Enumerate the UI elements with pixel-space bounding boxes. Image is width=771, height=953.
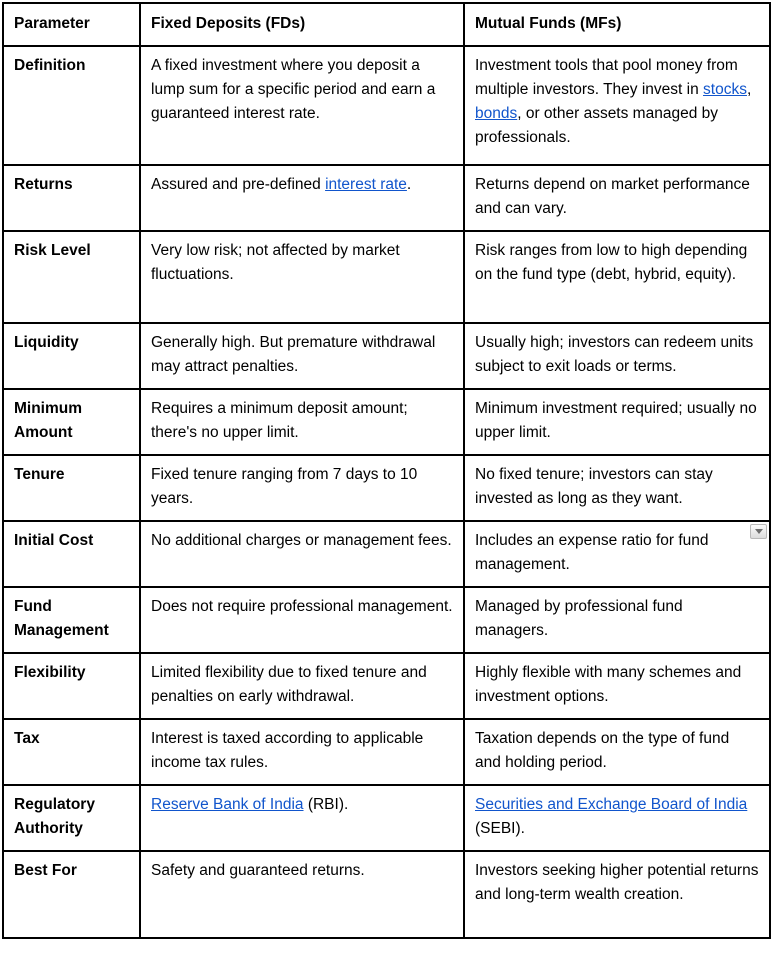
mf-cell-tenure: No fixed tenure; investors can stay inve… xyxy=(463,454,771,522)
cell-text: Investment tools that pool money from mu… xyxy=(475,57,738,98)
cell-text: , or other assets managed by professiona… xyxy=(475,105,718,146)
link-bonds[interactable]: bonds xyxy=(475,105,518,122)
cell-text: Risk ranges from low to high depending o… xyxy=(475,242,748,283)
mf-cell-flexibility: Highly flexible with many schemes and in… xyxy=(463,652,771,720)
table-row-tax: Tax Interest is taxed according to applic… xyxy=(2,718,771,786)
parameter-cell-initial-cost: Initial Cost xyxy=(2,520,141,588)
fd-cell-tenure: Fixed tenure ranging from 7 days to 10 y… xyxy=(139,454,465,522)
mf-cell-risk-level: Risk ranges from low to high depending o… xyxy=(463,230,771,324)
cell-text: A fixed investment where you deposit a l… xyxy=(151,57,436,122)
parameter-cell-fund-management: Fund Management xyxy=(2,586,141,654)
parameter-cell-flexibility: Flexibility xyxy=(2,652,141,720)
cell-text: Minimum investment required; usually no … xyxy=(475,400,757,441)
parameter-cell-best-for: Best For xyxy=(2,850,141,939)
link-interest-rate[interactable]: interest rate xyxy=(325,176,407,193)
fd-cell-liquidity: Generally high. But premature withdrawal… xyxy=(139,322,465,390)
table-row-returns: Returns Assured and pre-defined interest … xyxy=(2,164,771,232)
table-row-initial-cost: Initial Cost No additional charges or man… xyxy=(2,520,771,588)
table-row-liquidity: Liquidity Generally high. But premature w… xyxy=(2,322,771,390)
cell-text: Very low risk; not affected by market fl… xyxy=(151,242,400,283)
table-body: Definition A fixed investment where you d… xyxy=(2,45,771,939)
fd-cell-minimum-amount: Requires a minimum deposit amount; there… xyxy=(139,388,465,456)
parameter-cell-minimum-amount: Minimum Amount xyxy=(2,388,141,456)
fd-cell-flexibility: Limited flexibility due to fixed tenure … xyxy=(139,652,465,720)
cell-text: Managed by professional fund managers. xyxy=(475,598,683,639)
table-row-regulatory-authority: Regulatory Authority Reserve Bank of Indi… xyxy=(2,784,771,852)
cell-text: No additional charges or management fees… xyxy=(151,532,452,549)
mf-cell-initial-cost: Includes an expense ratio for fund manag… xyxy=(463,520,771,588)
parameter-cell-tenure: Tenure xyxy=(2,454,141,522)
link-reserve-bank-of-india[interactable]: Reserve Bank of India xyxy=(151,796,304,813)
fd-cell-risk-level: Very low risk; not affected by market fl… xyxy=(139,230,465,324)
fd-cell-tax: Interest is taxed according to applicabl… xyxy=(139,718,465,786)
cell-text: No fixed tenure; investors can stay inve… xyxy=(475,466,713,507)
parameter-cell-tax: Tax xyxy=(2,718,141,786)
table-row-risk-level: Risk Level Very low risk; not affected by… xyxy=(2,230,771,324)
parameter-cell-risk-level: Risk Level xyxy=(2,230,141,324)
fd-cell-best-for: Safety and guaranteed returns. xyxy=(139,850,465,939)
cell-text: Usually high; investors can redeem units… xyxy=(475,334,754,375)
cell-text: Limited flexibility due to fixed tenure … xyxy=(151,664,427,705)
table-row-fund-management: Fund Management Does not require professi… xyxy=(2,586,771,654)
header-fixed-deposits: Fixed Deposits (FDs) xyxy=(139,2,465,47)
parameter-cell-returns: Returns xyxy=(2,164,141,232)
fd-cell-fund-management: Does not require professional management… xyxy=(139,586,465,654)
fd-cell-regulatory-authority: Reserve Bank of India (RBI). xyxy=(139,784,465,852)
fd-cell-definition: A fixed investment where you deposit a l… xyxy=(139,45,465,166)
mf-cell-liquidity: Usually high; investors can redeem units… xyxy=(463,322,771,390)
fd-cell-initial-cost: No additional charges or management fees… xyxy=(139,520,465,588)
mf-cell-best-for: Investors seeking higher potential retur… xyxy=(463,850,771,939)
cell-text: Taxation depends on the type of fund and… xyxy=(475,730,730,771)
table-header-row: Parameter Fixed Deposits (FDs) Mutual Fu… xyxy=(2,2,771,47)
cell-text: , xyxy=(746,81,752,98)
header-parameter: Parameter xyxy=(2,2,141,47)
table-row-tenure: Tenure Fixed tenure ranging from 7 days t… xyxy=(2,454,771,522)
cell-text: Returns depend on market performance and… xyxy=(475,176,750,217)
mf-cell-minimum-amount: Minimum investment required; usually no … xyxy=(463,388,771,456)
link-stocks[interactable]: stocks xyxy=(703,81,747,98)
parameter-cell-definition: Definition xyxy=(2,45,141,166)
cell-text: Highly flexible with many schemes and in… xyxy=(475,664,742,705)
mf-cell-definition: Investment tools that pool money from mu… xyxy=(463,45,771,166)
cell-text: Generally high. But premature withdrawal… xyxy=(151,334,436,375)
cell-text: Investors seeking higher potential retur… xyxy=(475,862,759,903)
fd-cell-returns: Assured and pre-defined interest rate. xyxy=(139,164,465,232)
table-row-definition: Definition A fixed investment where you d… xyxy=(2,45,771,166)
cell-text: Safety and guaranteed returns. xyxy=(151,862,365,879)
cell-text: Does not require professional management… xyxy=(151,598,453,615)
table-row-flexibility: Flexibility Limited flexibility due to fi… xyxy=(2,652,771,720)
parameter-cell-liquidity: Liquidity xyxy=(2,322,141,390)
cell-text: Includes an expense ratio for fund manag… xyxy=(475,532,709,573)
link-securities-and-exchange-board-of-india[interactable]: Securities and Exchange Board of India xyxy=(475,796,748,813)
mf-cell-returns: Returns depend on market performance and… xyxy=(463,164,771,232)
cell-text: . xyxy=(406,176,412,193)
chevron-down-icon xyxy=(754,529,763,534)
cell-text: (SEBI). xyxy=(475,820,525,837)
cell-text: (RBI). xyxy=(303,796,349,813)
parameter-cell-regulatory-authority: Regulatory Authority xyxy=(2,784,141,852)
cell-text: Requires a minimum deposit amount; there… xyxy=(151,400,408,441)
mf-cell-fund-management: Managed by professional fund managers. xyxy=(463,586,771,654)
table-row-minimum-amount: Minimum Amount Requires a minimum deposit… xyxy=(2,388,771,456)
mf-cell-regulatory-authority: Securities and Exchange Board of India (… xyxy=(463,784,771,852)
dropdown-marker-icon[interactable] xyxy=(750,524,767,539)
mf-cell-tax: Taxation depends on the type of fund and… xyxy=(463,718,771,786)
cell-text: Interest is taxed according to applicabl… xyxy=(151,730,424,771)
header-mutual-funds: Mutual Funds (MFs) xyxy=(463,2,771,47)
cell-text: Fixed tenure ranging from 7 days to 10 y… xyxy=(151,466,418,507)
cell-text: Assured and pre-defined xyxy=(151,176,326,193)
table-row-best-for: Best For Safety and guaranteed returns. In… xyxy=(2,850,771,939)
